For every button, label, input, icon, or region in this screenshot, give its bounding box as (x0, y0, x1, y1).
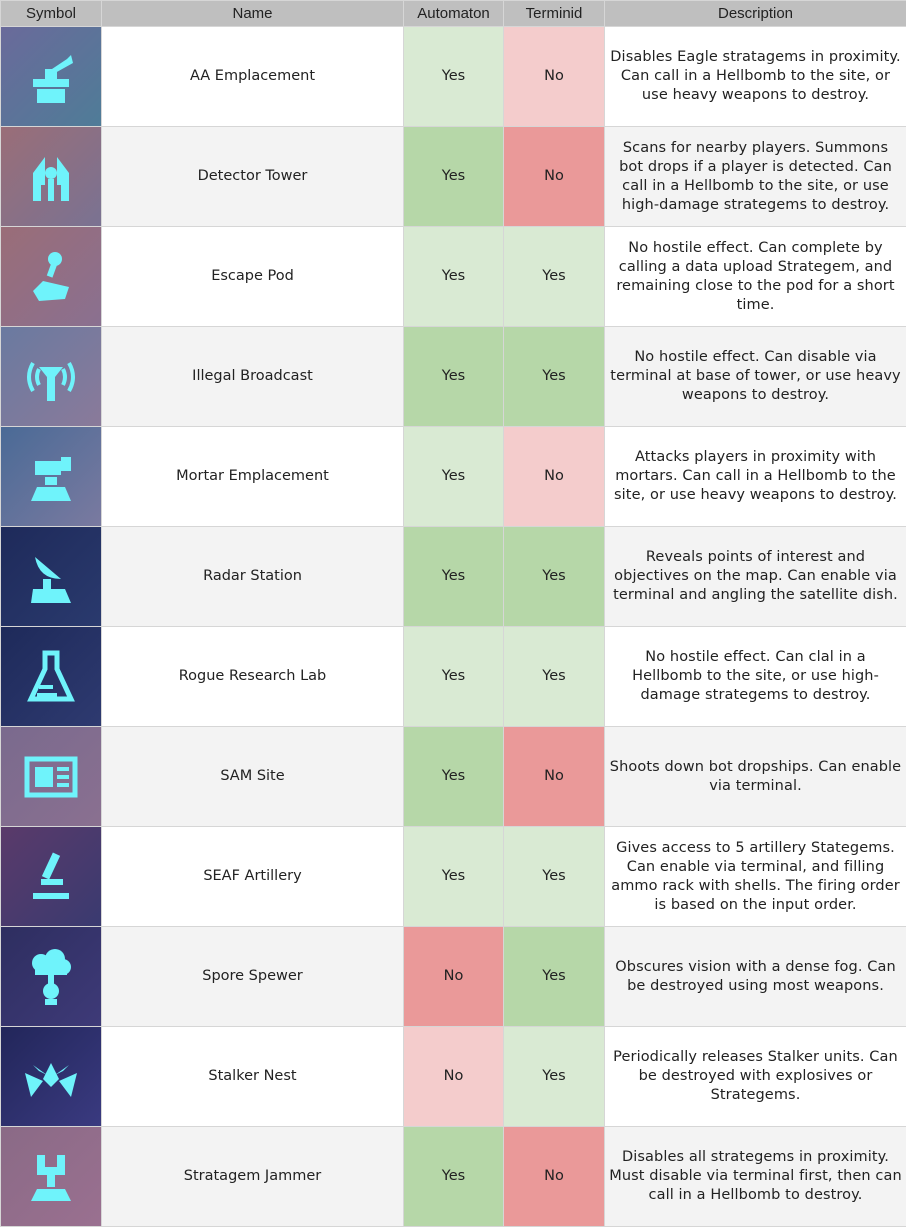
symbol-cell (1, 1027, 102, 1127)
name-cell: Stratagem Jammer (102, 1127, 404, 1227)
symbol-cell (1, 327, 102, 427)
automaton-cell: Yes (404, 727, 504, 827)
description-cell: Periodically releases Stalker units. Can… (605, 1027, 906, 1127)
description-cell: Obscures vision with a dense fog. Can be… (605, 927, 906, 1027)
radar-station-icon (19, 545, 83, 609)
table-row: Rogue Research Lab Yes Yes No hostile ef… (1, 627, 906, 727)
symbol-cell (1, 427, 102, 527)
symbol-cell (1, 927, 102, 1027)
automaton-cell: Yes (404, 427, 504, 527)
name-cell: Spore Spewer (102, 927, 404, 1027)
header-terminid: Terminid (504, 1, 605, 27)
seaf-artillery-icon (19, 845, 83, 909)
name-cell: Rogue Research Lab (102, 627, 404, 727)
header-description: Description (605, 1, 906, 27)
stratagem-jammer-icon (19, 1145, 83, 1209)
spore-spewer-icon (19, 945, 83, 1009)
description-cell: No hostile effect. Can clal in a Hellbom… (605, 627, 906, 727)
automaton-cell: Yes (404, 27, 504, 127)
header-name: Name (102, 1, 404, 27)
description-cell: No hostile effect. Can disable via termi… (605, 327, 906, 427)
table-row: Radar Station Yes Yes Reveals points of … (1, 527, 906, 627)
terminid-cell: Yes (504, 827, 605, 927)
automaton-cell: Yes (404, 1127, 504, 1227)
table-row: Stratagem Jammer Yes No Disables all str… (1, 1127, 906, 1227)
terminid-cell: No (504, 27, 605, 127)
table-row: Escape Pod Yes Yes No hostile effect. Ca… (1, 227, 906, 327)
symbol-cell (1, 827, 102, 927)
terminid-cell: No (504, 1127, 605, 1227)
table-row: Illegal Broadcast Yes Yes No hostile eff… (1, 327, 906, 427)
terminid-cell: No (504, 127, 605, 227)
stalker-nest-icon (19, 1045, 83, 1109)
table-row: Stalker Nest No Yes Periodically release… (1, 1027, 906, 1127)
name-cell: Stalker Nest (102, 1027, 404, 1127)
table-row: Spore Spewer No Yes Obscures vision with… (1, 927, 906, 1027)
automaton-cell: No (404, 1027, 504, 1127)
description-cell: Disables all strategems in proximity. Mu… (605, 1127, 906, 1227)
description-cell: Shoots down bot dropships. Can enable vi… (605, 727, 906, 827)
description-cell: Attacks players in proximity with mortar… (605, 427, 906, 527)
name-cell: Radar Station (102, 527, 404, 627)
header-symbol: Symbol (1, 1, 102, 27)
description-cell: No hostile effect. Can complete by calli… (605, 227, 906, 327)
automaton-cell: Yes (404, 827, 504, 927)
rogue-research-lab-icon (19, 645, 83, 709)
name-cell: SAM Site (102, 727, 404, 827)
terminid-cell: No (504, 427, 605, 527)
automaton-cell: Yes (404, 527, 504, 627)
detector-tower-icon (19, 145, 83, 209)
sam-site-icon (19, 745, 83, 809)
terminid-cell: No (504, 727, 605, 827)
table-row: AA Emplacement Yes No Disables Eagle str… (1, 27, 906, 127)
symbol-cell (1, 127, 102, 227)
symbol-cell (1, 527, 102, 627)
name-cell: Detector Tower (102, 127, 404, 227)
automaton-cell: Yes (404, 627, 504, 727)
table-row: Mortar Emplacement Yes No Attacks player… (1, 427, 906, 527)
terminid-cell: Yes (504, 527, 605, 627)
header-row: Symbol Name Automaton Terminid Descripti… (1, 1, 906, 27)
symbol-cell (1, 227, 102, 327)
table-row: SAM Site Yes No Shoots down bot dropship… (1, 727, 906, 827)
description-cell: Reveals points of interest and objective… (605, 527, 906, 627)
symbol-cell (1, 1127, 102, 1227)
terminid-cell: Yes (504, 327, 605, 427)
name-cell: AA Emplacement (102, 27, 404, 127)
header-automaton: Automaton (404, 1, 504, 27)
description-cell: Disables Eagle stratagems in proximity. … (605, 27, 906, 127)
illegal-broadcast-icon (19, 345, 83, 409)
escape-pod-icon (19, 245, 83, 309)
symbol-cell (1, 627, 102, 727)
table-row: Detector Tower Yes No Scans for nearby p… (1, 127, 906, 227)
automaton-cell: No (404, 927, 504, 1027)
terminid-cell: Yes (504, 927, 605, 1027)
name-cell: Escape Pod (102, 227, 404, 327)
automaton-cell: Yes (404, 327, 504, 427)
name-cell: Mortar Emplacement (102, 427, 404, 527)
name-cell: SEAF Artillery (102, 827, 404, 927)
description-cell: Gives access to 5 artillery Stategems. C… (605, 827, 906, 927)
table-row: SEAF Artillery Yes Yes Gives access to 5… (1, 827, 906, 927)
symbol-cell (1, 727, 102, 827)
terminid-cell: Yes (504, 227, 605, 327)
aa-emplacement-icon (19, 45, 83, 109)
automaton-cell: Yes (404, 127, 504, 227)
terminid-cell: Yes (504, 1027, 605, 1127)
mortar-emplacement-icon (19, 445, 83, 509)
name-cell: Illegal Broadcast (102, 327, 404, 427)
automaton-cell: Yes (404, 227, 504, 327)
description-cell: Scans for nearby players. Summons bot dr… (605, 127, 906, 227)
terminid-cell: Yes (504, 627, 605, 727)
symbol-cell (1, 27, 102, 127)
